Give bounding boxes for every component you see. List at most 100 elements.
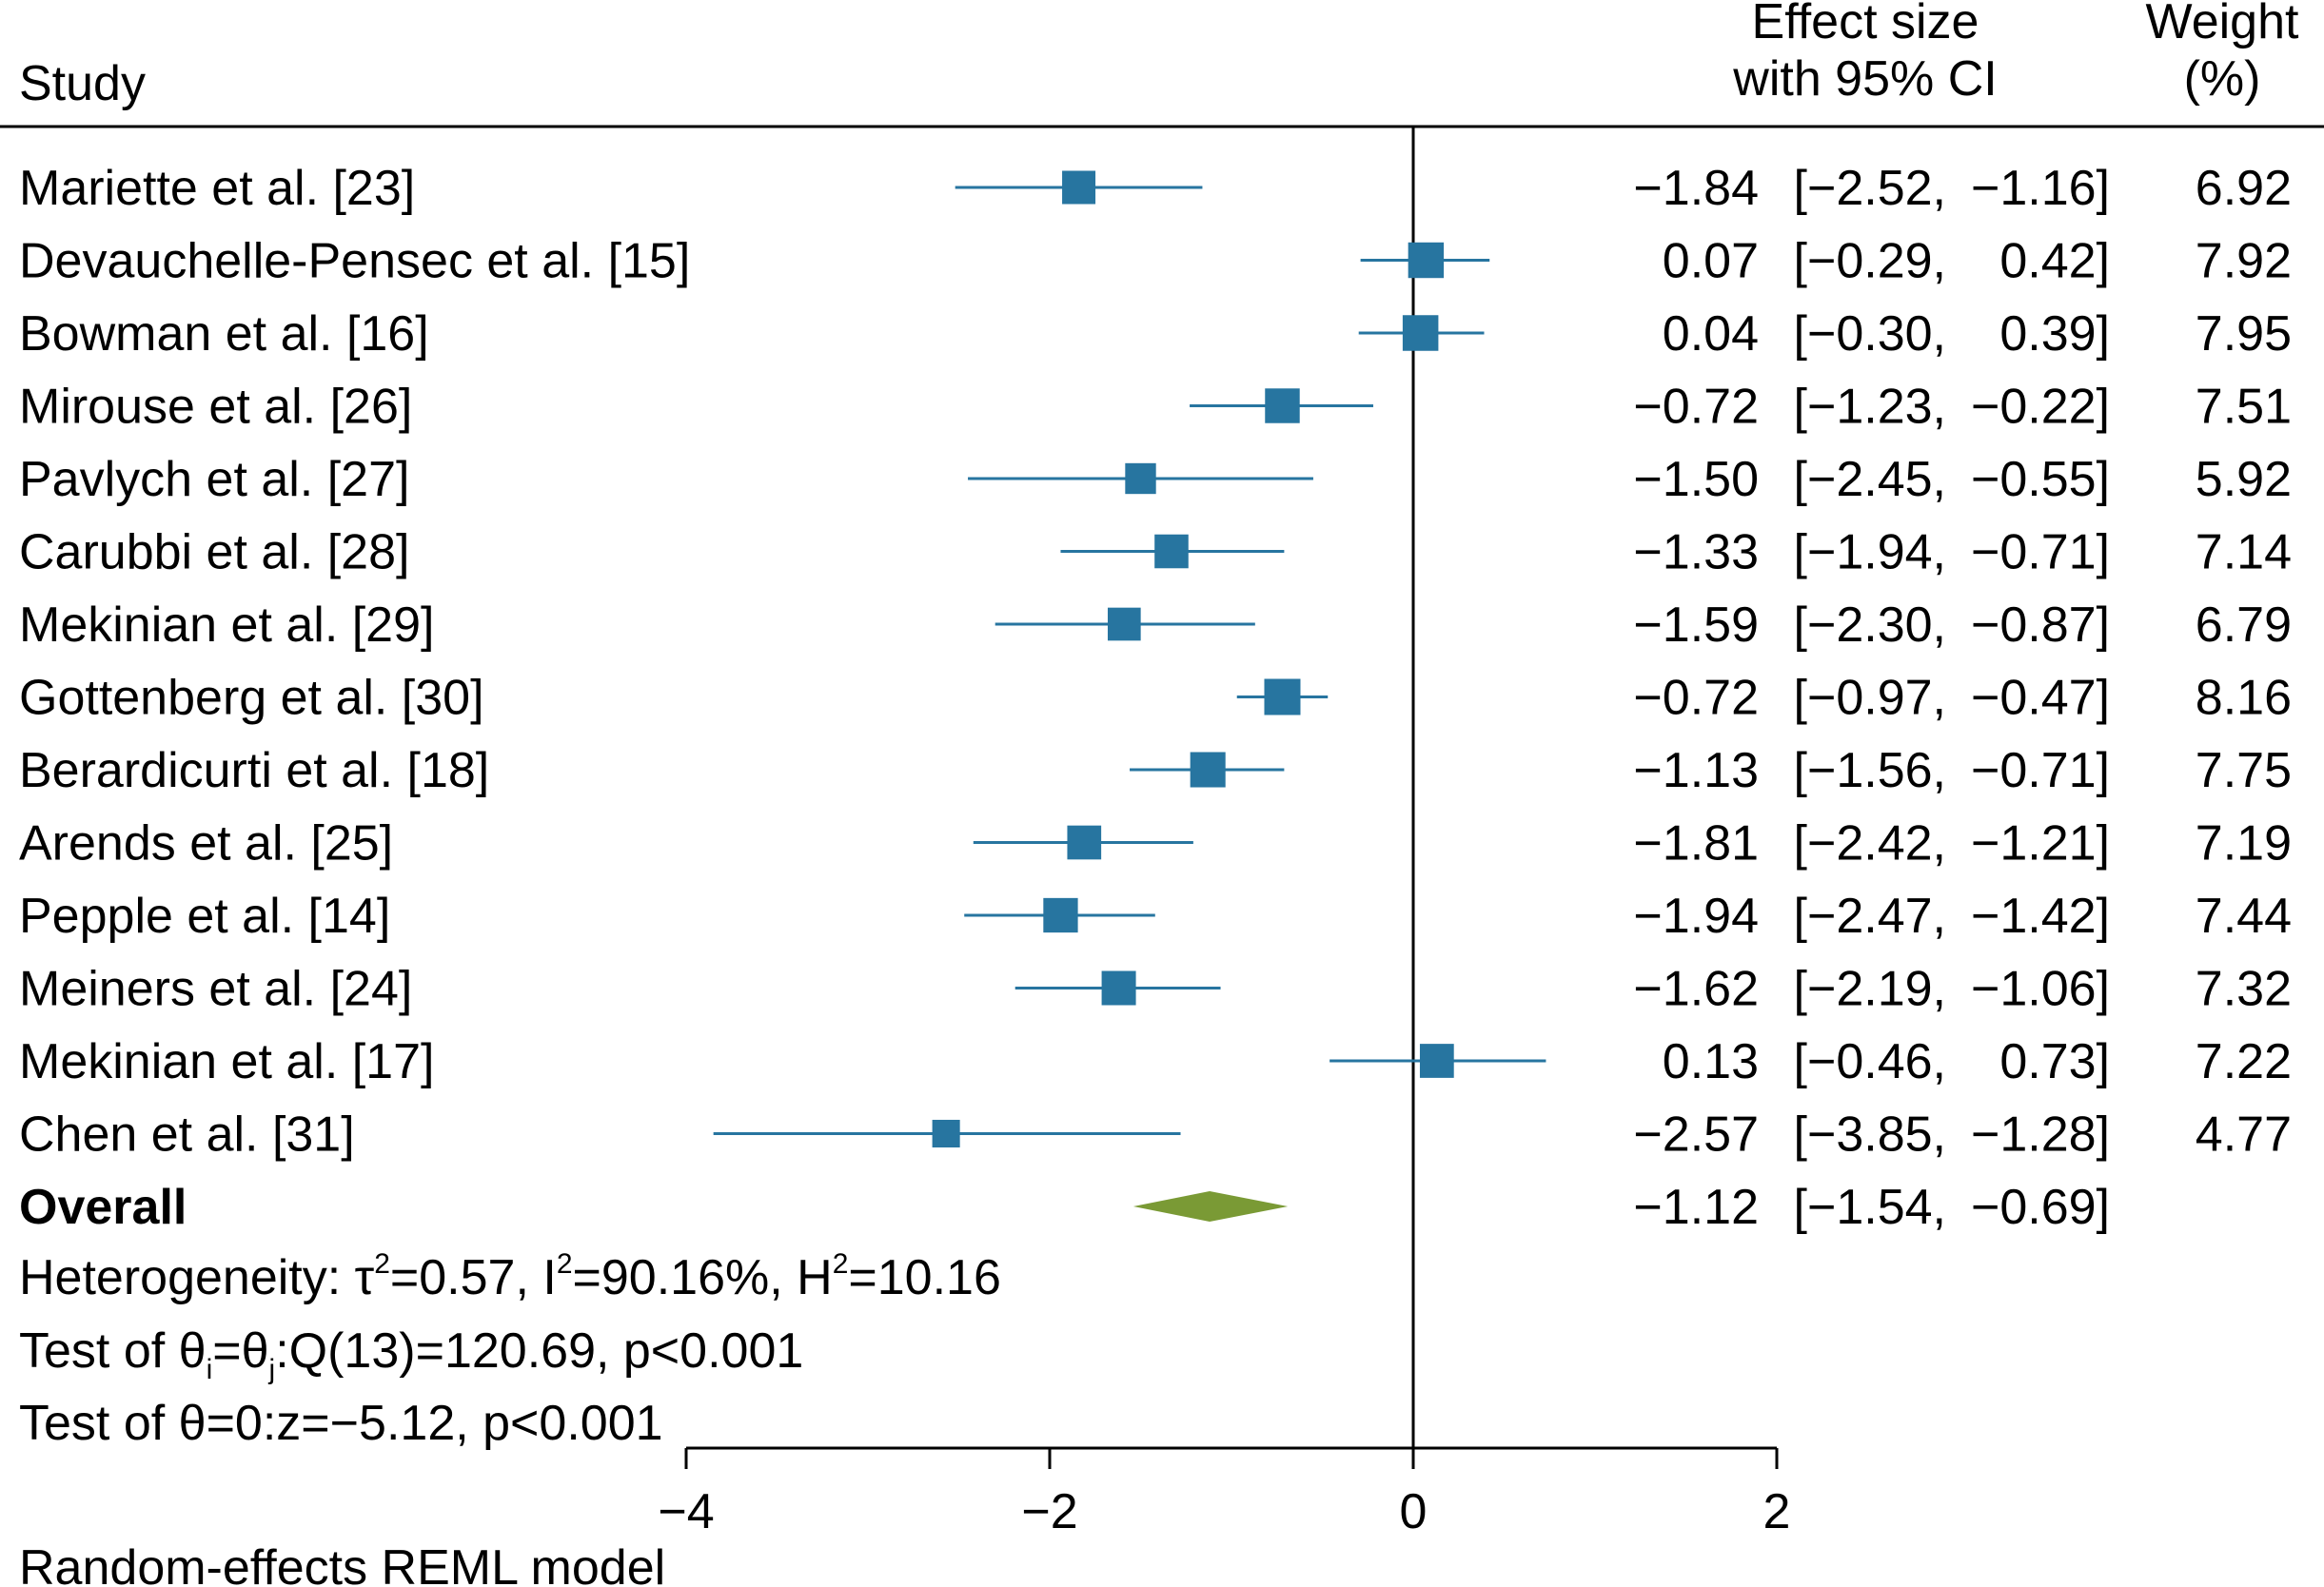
- weight-value: 6.79: [2196, 598, 2292, 653]
- header-effect-line1: Effect size: [1752, 0, 1979, 49]
- ci-upper: −1.06]: [1971, 962, 2110, 1017]
- tau-superscript: 2: [374, 1248, 390, 1280]
- ci-upper: −0.22]: [1971, 380, 2110, 435]
- weight-value: 7.95: [2196, 306, 2292, 362]
- ci-lower: [−0.46,: [1794, 1034, 1946, 1089]
- study-row: Carubbi et al. [28] −1.33 [−1.94, −0.71] 7.1…: [19, 525, 2292, 580]
- study-row: Arends et al. [25] −1.81 [−2.42, −1.21] 7.19: [19, 816, 2292, 872]
- ci-lower: [−0.97,: [1794, 671, 1946, 726]
- effect-marker: [1107, 607, 1141, 641]
- x-tick-label: −4: [658, 1484, 714, 1539]
- effect-marker: [1101, 970, 1136, 1006]
- x-tick-label: −2: [1021, 1484, 1077, 1539]
- ci-lower: [−0.29,: [1794, 234, 1946, 289]
- study-row: Bowman et al. [16] 0.04 [−0.30, 0.39] 7.95: [19, 306, 2292, 362]
- x-tick-label: 0: [1400, 1484, 1428, 1539]
- effect-marker: [1125, 462, 1156, 495]
- weight-value: 7.92: [2196, 234, 2292, 289]
- study-row: Meiners et al. [24] −1.62 [−2.19, −1.06] 7.3…: [19, 962, 2292, 1017]
- overall-label: Overall: [19, 1180, 187, 1235]
- study-row: Devauchelle-Pensec et al. [15] 0.07 [−0.29…: [19, 234, 2292, 289]
- effect-value: −1.84: [1633, 161, 1759, 216]
- theta-j-symbol: θ: [242, 1323, 269, 1379]
- study-name: Gottenberg et al. [30]: [19, 671, 484, 726]
- ci-lower: [−2.30,: [1794, 598, 1946, 653]
- x-tick-label: 2: [1763, 1484, 1791, 1539]
- weight-value: 4.77: [2196, 1107, 2292, 1163]
- effect-marker: [1043, 897, 1078, 933]
- test-ij-rest: :Q(13)=120.69, p<0.001: [275, 1323, 803, 1379]
- weight-value: 7.32: [2196, 962, 2292, 1017]
- ci-lower: [−2.42,: [1794, 816, 1946, 872]
- ci-lower: [−2.52,: [1794, 161, 1946, 216]
- study-row: Gottenberg et al. [30] −0.72 [−0.97, −0.47]…: [19, 671, 2292, 726]
- header-study: Study: [19, 56, 146, 111]
- study-name: Devauchelle-Pensec et al. [15]: [19, 234, 690, 289]
- study-name: Mekinian et al. [17]: [19, 1034, 434, 1089]
- ci-upper: −1.21]: [1971, 816, 2110, 872]
- ci-upper: −0.71]: [1971, 525, 2110, 580]
- i-value: =90.16%, H: [573, 1250, 833, 1305]
- effect-marker: [1264, 678, 1301, 715]
- effect-value: −2.57: [1633, 1107, 1759, 1163]
- effect-value: −1.13: [1633, 743, 1759, 798]
- test-zero-prefix: Test of: [19, 1396, 179, 1451]
- heterogeneity-prefix: Heterogeneity:: [19, 1250, 355, 1305]
- ci-lower: [−1.56,: [1794, 743, 1946, 798]
- x-axis-ticks: −4 −2 0 2: [658, 1448, 1790, 1539]
- weight-value: 7.44: [2196, 889, 2292, 944]
- weight-value: 8.16: [2196, 671, 2292, 726]
- study-row: Mariette et al. [23] −1.84 [−2.52, −1.16] 6.…: [19, 161, 2292, 216]
- effect-marker: [1408, 242, 1445, 279]
- test-theta-zero-text: Test of θ=0:z=−5.12, p<0.001: [19, 1396, 663, 1451]
- weight-value: 5.92: [2196, 452, 2292, 507]
- study-name: Chen et al. [31]: [19, 1107, 355, 1163]
- effect-value: −1.94: [1633, 889, 1759, 944]
- weight-value: 7.51: [2196, 380, 2292, 435]
- study-name: Pavlych et al. [27]: [19, 452, 409, 507]
- ci-upper: −0.71]: [1971, 743, 2110, 798]
- effect-marker: [932, 1119, 960, 1148]
- effect-value: −1.81: [1633, 816, 1759, 872]
- effect-marker: [1154, 534, 1189, 569]
- study-row: Chen et al. [31] −2.57 [−3.85, −1.28] 4.77: [19, 1107, 2292, 1163]
- ci-upper: 0.39]: [1999, 306, 2110, 362]
- overall-effect-value: −1.12: [1633, 1180, 1759, 1235]
- tau-value: =0.57, I: [390, 1250, 557, 1305]
- header-weight-line1: Weight: [2146, 0, 2299, 49]
- effect-value: −0.72: [1633, 380, 1759, 435]
- ci-lower: [−1.23,: [1794, 380, 1946, 435]
- study-name: Mirouse et al. [26]: [19, 380, 412, 435]
- effect-marker: [1402, 315, 1439, 351]
- effect-value: 0.04: [1663, 306, 1759, 362]
- effect-value: −1.33: [1633, 525, 1759, 580]
- ci-lower: [−1.94,: [1794, 525, 1946, 580]
- tau-symbol: τ: [355, 1250, 375, 1305]
- study-row: Berardicurti et al. [18] −1.13 [−1.56, −0.7…: [19, 743, 2292, 798]
- overall-ci-upper: −0.69]: [1971, 1180, 2110, 1235]
- study-name: Meiners et al. [24]: [19, 962, 412, 1017]
- effect-marker: [1062, 170, 1096, 205]
- ci-lower: [−3.85,: [1794, 1107, 1946, 1163]
- ci-lower: [−2.47,: [1794, 889, 1946, 944]
- effect-marker: [1419, 1044, 1454, 1078]
- study-row: Mirouse et al. [26] −0.72 [−1.23, −0.22] 7.5…: [19, 380, 2292, 435]
- ci-upper: −1.42]: [1971, 889, 2110, 944]
- study-name: Berardicurti et al. [18]: [19, 743, 489, 798]
- effect-marker: [1067, 825, 1102, 860]
- ci-upper: −1.16]: [1971, 161, 2110, 216]
- effect-value: 0.13: [1663, 1034, 1759, 1089]
- study-name: Pepple et al. [14]: [19, 889, 390, 944]
- effect-value: −1.50: [1633, 452, 1759, 507]
- study-name: Mekinian et al. [29]: [19, 598, 434, 653]
- theta-symbol: θ: [179, 1396, 207, 1451]
- ci-upper: −0.55]: [1971, 452, 2110, 507]
- weight-value: 7.14: [2196, 525, 2292, 580]
- effect-value: −0.72: [1633, 671, 1759, 726]
- header-weight-line2: (%): [2184, 51, 2261, 107]
- study-rows: Mariette et al. [23] −1.84 [−2.52, −1.16] 6.…: [19, 161, 2292, 1163]
- study-row: Mekinian et al. [17] 0.13 [−0.46, 0.73] 7.22: [19, 1034, 2292, 1089]
- h-value: =10.16: [848, 1250, 1001, 1305]
- ci-upper: −1.28]: [1971, 1107, 2110, 1163]
